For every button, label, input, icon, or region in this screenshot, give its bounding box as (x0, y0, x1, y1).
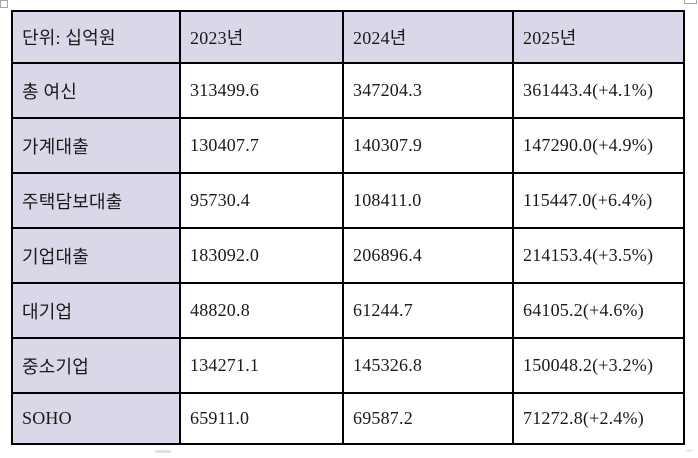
table-row-soho: SOHO 65911.0 69587.2 71272.8(+2.4%) (11, 392, 685, 445)
selection-handle-bottom-artifact (155, 450, 171, 453)
table-row-mortgage-loans: 주택담보대출 95730.4 108411.0 115447.0(+6.4%) (11, 172, 685, 229)
row-label-cell: 기업대출 (11, 227, 181, 284)
value-cell: 206896.4 (342, 227, 514, 284)
table-row-large-corporate: 대기업 48820.8 61244.7 64105.2(+4.6%) (11, 282, 685, 339)
table-row-household-loans: 가계대출 130407.7 140307.9 147290.0(+4.9%) (11, 117, 685, 174)
row-label-cell: 주택담보대출 (11, 172, 181, 229)
selection-handle-top-left[interactable] (0, 0, 8, 8)
row-label-cell: 중소기업 (11, 337, 181, 394)
row-label-cell: 대기업 (11, 282, 181, 339)
value-cell: 214153.4(+3.5%) (512, 227, 685, 284)
value-cell: 64105.2(+4.6%) (512, 282, 685, 339)
value-cell: 108411.0 (342, 172, 514, 229)
year-2023-header-cell: 2023년 (179, 10, 344, 64)
selection-handle-bottom-right-artifact (686, 449, 692, 452)
value-cell: 130407.7 (179, 117, 344, 174)
row-label-cell: SOHO (11, 392, 181, 445)
table-header-row: 단위: 십억원 2023년 2024년 2025년 (11, 10, 685, 64)
selection-handle-top-right[interactable] (684, 0, 697, 4)
value-cell: 69587.2 (342, 392, 514, 445)
year-2025-header-cell: 2025년 (512, 10, 685, 64)
value-cell: 95730.4 (179, 172, 344, 229)
value-cell: 361443.4(+4.1%) (512, 62, 685, 119)
value-cell: 183092.0 (179, 227, 344, 284)
value-cell: 65911.0 (179, 392, 344, 445)
value-cell: 115447.0(+6.4%) (512, 172, 685, 229)
row-label-cell: 가계대출 (11, 117, 181, 174)
value-cell: 61244.7 (342, 282, 514, 339)
value-cell: 147290.0(+4.9%) (512, 117, 685, 174)
value-cell: 48820.8 (179, 282, 344, 339)
value-cell: 313499.6 (179, 62, 344, 119)
loan-data-table: 단위: 십억원 2023년 2024년 2025년 총 여신 313499.6 … (11, 10, 685, 445)
unit-label-cell: 단위: 십억원 (11, 10, 181, 64)
value-cell: 150048.2(+3.2%) (512, 337, 685, 394)
table-row-sme: 중소기업 134271.1 145326.8 150048.2(+3.2%) (11, 337, 685, 394)
year-2024-header-cell: 2024년 (342, 10, 514, 64)
row-label-cell: 총 여신 (11, 62, 181, 119)
value-cell: 347204.3 (342, 62, 514, 119)
table-row-corporate-loans: 기업대출 183092.0 206896.4 214153.4(+3.5%) (11, 227, 685, 284)
table-row-total-loans: 총 여신 313499.6 347204.3 361443.4(+4.1%) (11, 62, 685, 119)
value-cell: 134271.1 (179, 337, 344, 394)
value-cell: 145326.8 (342, 337, 514, 394)
value-cell: 140307.9 (342, 117, 514, 174)
value-cell: 71272.8(+2.4%) (512, 392, 685, 445)
